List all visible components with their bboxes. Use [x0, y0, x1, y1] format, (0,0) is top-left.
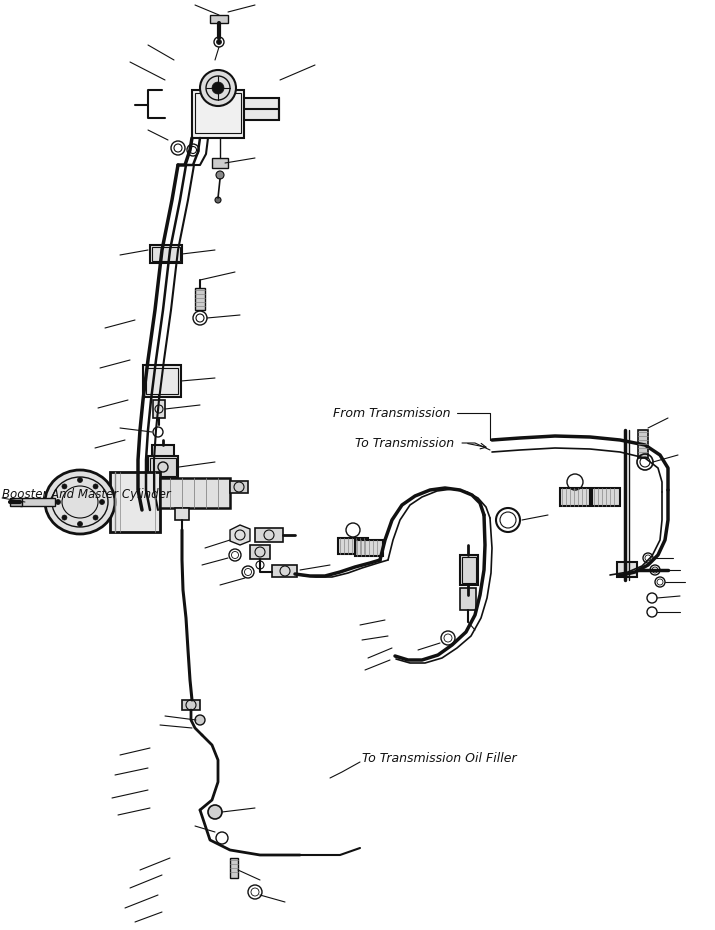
- Bar: [460, 555, 478, 585]
- Circle shape: [77, 522, 82, 526]
- Bar: [160, 478, 230, 508]
- Bar: [143, 365, 181, 397]
- Circle shape: [217, 39, 222, 45]
- Circle shape: [200, 70, 236, 106]
- Circle shape: [62, 484, 67, 489]
- Circle shape: [93, 484, 98, 489]
- Bar: [230, 858, 238, 878]
- Bar: [20, 498, 55, 506]
- Circle shape: [77, 477, 82, 483]
- Bar: [617, 562, 637, 577]
- Bar: [182, 700, 200, 710]
- Bar: [460, 588, 476, 610]
- Bar: [255, 528, 283, 542]
- Circle shape: [212, 82, 224, 94]
- Polygon shape: [230, 525, 250, 545]
- Bar: [195, 288, 205, 310]
- Bar: [212, 158, 228, 168]
- Bar: [244, 98, 279, 120]
- Bar: [152, 247, 180, 261]
- Circle shape: [56, 499, 61, 504]
- Circle shape: [62, 515, 67, 520]
- Bar: [150, 458, 176, 476]
- Bar: [148, 456, 178, 478]
- Text: Booster And Master Cylinder: Booster And Master Cylinder: [2, 487, 171, 500]
- Bar: [210, 15, 228, 23]
- Circle shape: [93, 515, 98, 520]
- Circle shape: [208, 805, 222, 819]
- Bar: [230, 481, 248, 493]
- Circle shape: [195, 715, 205, 725]
- Bar: [195, 93, 241, 133]
- Bar: [175, 508, 189, 520]
- Bar: [152, 445, 174, 461]
- Circle shape: [215, 197, 221, 203]
- Bar: [638, 430, 648, 458]
- Bar: [150, 245, 182, 263]
- Bar: [338, 538, 368, 554]
- Circle shape: [99, 499, 104, 504]
- Text: To Transmission: To Transmission: [355, 436, 454, 449]
- Bar: [355, 540, 383, 556]
- Ellipse shape: [45, 470, 115, 534]
- Bar: [250, 545, 270, 559]
- Circle shape: [214, 37, 224, 47]
- Bar: [110, 472, 160, 532]
- Bar: [592, 488, 620, 506]
- Bar: [462, 557, 476, 583]
- Bar: [272, 565, 297, 577]
- Text: From Transmission: From Transmission: [333, 406, 450, 419]
- Circle shape: [216, 171, 224, 179]
- Bar: [146, 368, 178, 394]
- Text: To Transmission Oil Filler: To Transmission Oil Filler: [362, 751, 517, 764]
- Bar: [153, 400, 165, 418]
- Bar: [10, 498, 22, 506]
- Bar: [192, 90, 244, 138]
- Bar: [560, 488, 590, 506]
